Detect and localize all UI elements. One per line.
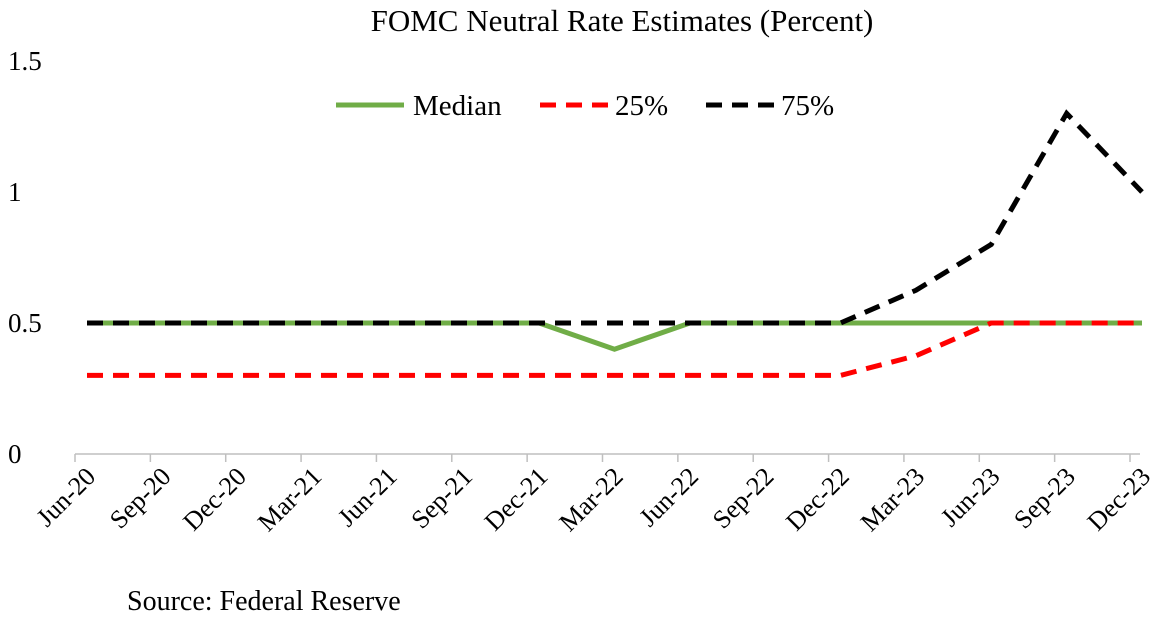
chart-title: FOMC Neutral Rate Estimates (Percent)	[371, 3, 874, 38]
y-tick-label: 0	[8, 439, 22, 469]
x-tick-label: Mar-22	[553, 462, 628, 537]
x-tick-label: Jun-20	[31, 462, 102, 533]
legend-label: 75%	[781, 90, 834, 122]
x-tick-label: Jun-21	[332, 462, 403, 533]
legend-label: 25%	[615, 90, 668, 122]
x-tick-label: Sep-22	[707, 462, 780, 535]
x-tick-label: Dec-22	[780, 462, 855, 537]
x-tick-label: Dec-21	[479, 462, 554, 537]
x-tick-label: Jun-23	[935, 462, 1006, 533]
y-tick-label: 1	[8, 177, 22, 207]
y-axis-ticks: 0 0.5 1 1.5	[8, 46, 42, 469]
x-tick-label: Dec-23	[1082, 462, 1157, 537]
x-tick-label: Sep-21	[405, 462, 478, 535]
x-tick-label: Sep-20	[104, 462, 177, 535]
x-tick-label: Mar-23	[855, 462, 930, 537]
source-note: Source: Federal Reserve	[127, 586, 401, 617]
series-layer	[87, 109, 1144, 378]
legend-label: Median	[413, 90, 502, 122]
x-tick-label: Jun-22	[634, 462, 705, 533]
series-line-75pct	[87, 109, 1144, 326]
y-tick-label: 0.5	[8, 308, 42, 338]
y-tick-label: 1.5	[8, 46, 42, 76]
x-tick-label: Dec-20	[177, 462, 252, 537]
legend: Median 25% 75%	[336, 90, 834, 122]
x-axis: Jun-20 Sep-20 Dec-20 Mar-21 Jun-21 Sep-21 Dec-…	[31, 453, 1157, 537]
x-tick-label: Sep-23	[1008, 462, 1081, 535]
series-line-25pct	[87, 320, 1142, 378]
series-line-median	[87, 320, 1142, 352]
x-tick-label: Mar-21	[252, 462, 327, 537]
